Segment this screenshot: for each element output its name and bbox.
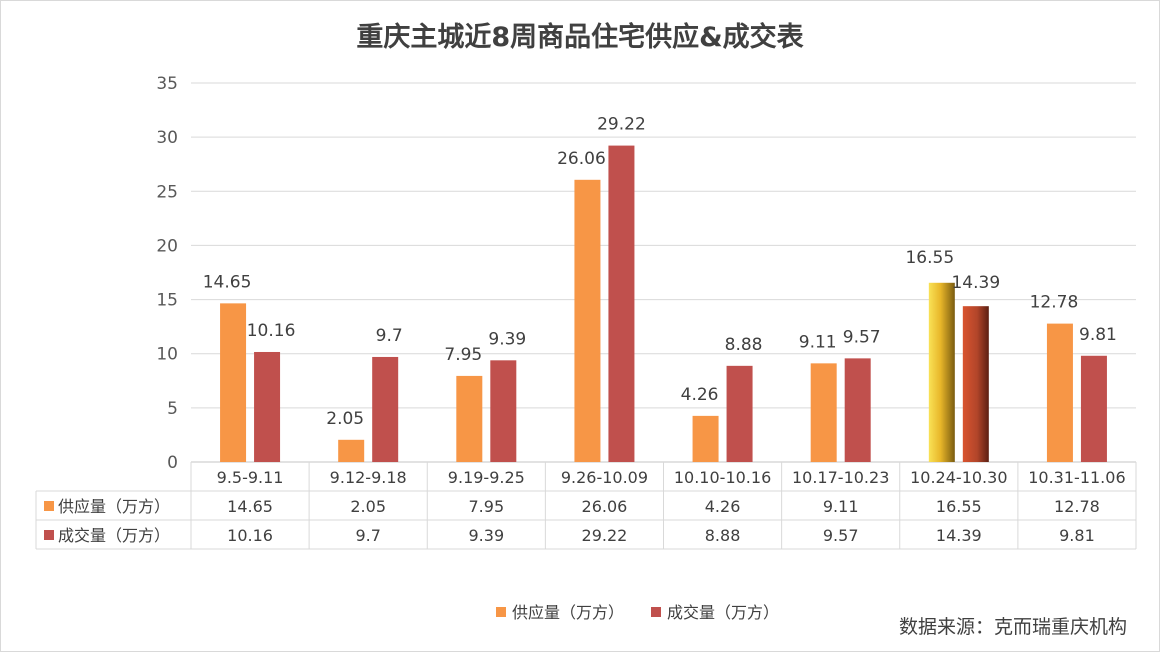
deal-data-label: 9.57 xyxy=(843,327,881,347)
table-cell: 9.57 xyxy=(823,526,859,545)
deal-bar xyxy=(608,145,635,462)
table-series-name: 供应量（万方） xyxy=(58,497,170,516)
deal-data-label: 14.39 xyxy=(951,273,1000,293)
y-tick-label: 5 xyxy=(167,399,178,419)
table-cell: 16.55 xyxy=(936,497,982,516)
x-tick-label: 9.26-10.09 xyxy=(561,468,648,487)
bars-group xyxy=(220,145,1107,462)
table-cell: 14.65 xyxy=(227,497,273,516)
table-cell: 12.78 xyxy=(1054,497,1100,516)
legend-supply-swatch xyxy=(496,607,506,617)
deal-bar xyxy=(372,356,399,462)
table-cell: 4.26 xyxy=(705,497,741,516)
table-cell: 9.39 xyxy=(469,526,505,545)
y-axis: 0 5 10 15 20 25 30 35 xyxy=(156,74,178,473)
legend: 供应量（万方） 成交量（万方） xyxy=(496,603,779,622)
table-cell: 8.88 xyxy=(705,526,741,545)
deal-data-label: 9.81 xyxy=(1079,325,1117,345)
table-cell: 7.95 xyxy=(469,497,505,516)
legend-deal-swatch xyxy=(651,607,661,617)
supply-table-swatch xyxy=(44,501,54,511)
supply-bar xyxy=(456,375,483,462)
deal-bar xyxy=(254,351,281,462)
supply-data-label: 14.65 xyxy=(203,272,252,292)
y-tick-label: 15 xyxy=(156,291,178,311)
supply-bar xyxy=(810,363,837,462)
y-tick-label: 30 xyxy=(156,128,178,148)
deal-data-label: 10.16 xyxy=(247,321,296,341)
deal-bar xyxy=(844,358,871,462)
table-cell: 10.16 xyxy=(227,526,273,545)
legend-deal-label: 成交量（万方） xyxy=(667,603,779,622)
supply-data-label: 16.55 xyxy=(905,248,954,268)
deal-table-swatch xyxy=(44,530,54,540)
deal-bar xyxy=(1080,355,1107,462)
x-tick-label: 9.12-9.18 xyxy=(330,468,407,487)
deal-bar xyxy=(962,306,989,462)
legend-supply-label: 供应量（万方） xyxy=(512,603,624,622)
data-labels-group: 14.65 2.05 7.95 26.06 4.26 9.11 16.55 12.78 10.1… xyxy=(203,115,1117,429)
y-tick-label: 25 xyxy=(156,182,178,202)
chart-title: 重庆主城近8周商品住宅供应&成交表 xyxy=(356,21,803,53)
supply-data-label: 4.26 xyxy=(681,385,719,405)
deal-bar xyxy=(726,365,753,462)
table-cell: 9.11 xyxy=(823,497,859,516)
supply-bar xyxy=(574,179,601,462)
table-cell: 26.06 xyxy=(582,497,628,516)
supply-bar xyxy=(338,439,365,462)
table-cell: 14.39 xyxy=(936,526,982,545)
deal-data-label: 29.22 xyxy=(597,115,646,135)
supply-bar xyxy=(220,303,247,462)
deal-data-label: 9.7 xyxy=(376,326,403,346)
deal-data-label: 9.39 xyxy=(488,329,526,349)
source-note: 数据来源：克而瑞重庆机构 xyxy=(899,616,1127,638)
table-series-name: 成交量（万方） xyxy=(58,526,170,545)
supply-data-label: 9.11 xyxy=(799,332,837,352)
x-tick-label: 10.10-10.16 xyxy=(674,468,771,487)
deal-data-label: 8.88 xyxy=(725,335,763,355)
y-tick-label: 35 xyxy=(156,74,178,94)
y-tick-label: 10 xyxy=(156,345,178,365)
supply-bar xyxy=(1046,323,1073,462)
table-cell: 9.7 xyxy=(355,526,380,545)
x-tick-label: 9.5-9.11 xyxy=(217,468,284,487)
x-tick-label: 9.19-9.25 xyxy=(448,468,525,487)
data-table: 9.5-9.11 9.12-9.18 9.19-9.25 9.26-10.09 10.1… xyxy=(35,462,1137,550)
table-cell: 2.05 xyxy=(350,497,386,516)
supply-data-label: 7.95 xyxy=(444,345,482,365)
table-cell: 9.81 xyxy=(1059,526,1095,545)
supply-data-label: 26.06 xyxy=(557,149,606,169)
supply-data-label: 2.05 xyxy=(326,409,364,429)
supply-bar xyxy=(928,282,955,462)
x-tick-label: 10.17-10.23 xyxy=(792,468,889,487)
supply-data-label: 12.78 xyxy=(1030,293,1079,313)
deal-bar xyxy=(490,360,517,462)
x-tick-label: 10.24-10.30 xyxy=(910,468,1007,487)
y-tick-label: 0 xyxy=(167,453,178,473)
supply-bar xyxy=(692,415,719,462)
y-tick-label: 20 xyxy=(156,236,178,256)
x-tick-label: 10.31-11.06 xyxy=(1028,468,1125,487)
table-cell: 29.22 xyxy=(582,526,628,545)
